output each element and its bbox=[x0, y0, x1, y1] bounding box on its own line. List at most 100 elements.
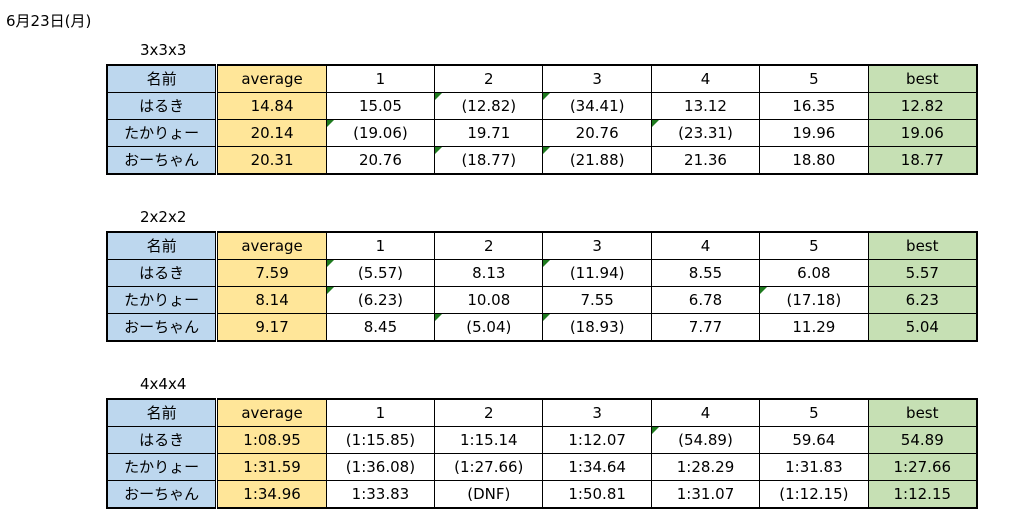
average-cell[interactable]: 1:08.95 bbox=[216, 426, 327, 454]
solve-cell[interactable]: (12.82) bbox=[434, 92, 544, 120]
solve-cell[interactable]: 20.76 bbox=[542, 119, 652, 147]
name-cell[interactable]: たかりょー bbox=[106, 453, 219, 481]
best-cell[interactable]: 1:27.66 bbox=[867, 453, 978, 481]
header-solve-cell[interactable]: 4 bbox=[650, 231, 761, 260]
solve-cell[interactable]: 1:34.64 bbox=[542, 453, 652, 481]
header-solve-cell[interactable]: 2 bbox=[434, 64, 544, 93]
header-solve-cell[interactable]: 1 bbox=[325, 64, 436, 93]
best-cell[interactable]: 54.89 bbox=[867, 426, 978, 454]
header-solve-cell[interactable]: 5 bbox=[759, 398, 869, 427]
solve-cell[interactable]: 59.64 bbox=[759, 426, 869, 454]
solve-cell[interactable]: 1:50.81 bbox=[542, 480, 652, 509]
name-cell[interactable]: おーちゃん bbox=[106, 480, 219, 509]
header-solve-cell[interactable]: 2 bbox=[434, 231, 544, 260]
solve-cell[interactable]: 6.78 bbox=[650, 286, 761, 314]
solve-cell[interactable]: (11.94) bbox=[542, 259, 652, 287]
solve-cell[interactable]: (34.41) bbox=[542, 92, 652, 120]
header-solve-cell[interactable]: 3 bbox=[542, 398, 652, 427]
header-name-cell[interactable]: 名前 bbox=[106, 64, 219, 93]
solve-cell[interactable]: 8.45 bbox=[325, 313, 436, 342]
table-row: はるき 14.84 15.05 (12.82) (34.41) 13.12 16.35 12.… bbox=[106, 92, 978, 120]
best-cell[interactable]: 5.57 bbox=[867, 259, 978, 287]
best-cell[interactable]: 12.82 bbox=[867, 92, 978, 120]
solve-cell[interactable]: (17.18) bbox=[759, 286, 869, 314]
average-cell[interactable]: 20.31 bbox=[216, 146, 327, 175]
solve-cell[interactable]: (18.77) bbox=[434, 146, 544, 175]
header-solve-cell[interactable]: 4 bbox=[650, 398, 761, 427]
solve-cell[interactable]: 13.12 bbox=[650, 92, 761, 120]
solve-cell[interactable]: 1:31.83 bbox=[759, 453, 869, 481]
best-cell[interactable]: 18.77 bbox=[867, 146, 978, 175]
best-cell[interactable]: 6.23 bbox=[867, 286, 978, 314]
best-cell[interactable]: 1:12.15 bbox=[867, 480, 978, 509]
solve-cell[interactable]: 18.80 bbox=[759, 146, 869, 175]
solve-cell[interactable]: (5.04) bbox=[434, 313, 544, 342]
name-cell[interactable]: たかりょー bbox=[106, 286, 219, 314]
solve-cell[interactable]: 7.55 bbox=[542, 286, 652, 314]
header-solve-cell[interactable]: 3 bbox=[542, 64, 652, 93]
average-cell[interactable]: 7.59 bbox=[216, 259, 327, 287]
solve-cell[interactable]: 1:31.07 bbox=[650, 480, 761, 509]
header-best-cell[interactable]: best bbox=[867, 64, 978, 93]
solve-cell[interactable]: (21.88) bbox=[542, 146, 652, 175]
solve-cell[interactable]: 6.08 bbox=[759, 259, 869, 287]
solve-cell[interactable]: (DNF) bbox=[434, 480, 544, 509]
solve-cell[interactable]: (23.31) bbox=[650, 119, 761, 147]
solve-cell[interactable]: 16.35 bbox=[759, 92, 869, 120]
solve-cell[interactable]: (54.89) bbox=[650, 426, 761, 454]
solve-cell[interactable]: 10.08 bbox=[434, 286, 544, 314]
header-solve-cell[interactable]: 5 bbox=[759, 231, 869, 260]
average-cell[interactable]: 8.14 bbox=[216, 286, 327, 314]
best-cell[interactable]: 19.06 bbox=[867, 119, 978, 147]
solve-cell[interactable]: 1:12.07 bbox=[542, 426, 652, 454]
header-average-cell[interactable]: average bbox=[216, 398, 327, 427]
solve-cell[interactable]: 19.71 bbox=[434, 119, 544, 147]
header-solve-cell[interactable]: 5 bbox=[759, 64, 869, 93]
table-header-row: 名前 average 1 2 3 4 5 best bbox=[106, 64, 978, 93]
header-name-cell[interactable]: 名前 bbox=[106, 398, 219, 427]
solve-cell[interactable]: 20.76 bbox=[325, 146, 436, 175]
solve-cell[interactable]: 21.36 bbox=[650, 146, 761, 175]
solve-cell[interactable]: (19.06) bbox=[325, 119, 436, 147]
solve-cell[interactable]: 1:15.14 bbox=[434, 426, 544, 454]
solve-cell[interactable]: (6.23) bbox=[325, 286, 436, 314]
header-best-cell[interactable]: best bbox=[867, 231, 978, 260]
header-average-cell[interactable]: average bbox=[216, 64, 327, 93]
results-table: 名前 average 1 2 3 4 5 best はるき 14.84 15.05 (12.82) (3… bbox=[106, 64, 978, 175]
name-cell[interactable]: はるき bbox=[106, 92, 219, 120]
header-solve-cell[interactable]: 1 bbox=[325, 398, 436, 427]
solve-cell[interactable]: 11.29 bbox=[759, 313, 869, 342]
average-cell[interactable]: 1:34.96 bbox=[216, 480, 327, 509]
name-cell[interactable]: おーちゃん bbox=[106, 313, 219, 342]
solve-cell[interactable]: 8.55 bbox=[650, 259, 761, 287]
header-solve-cell[interactable]: 1 bbox=[325, 231, 436, 260]
header-name-cell[interactable]: 名前 bbox=[106, 231, 219, 260]
solve-cell[interactable]: 1:33.83 bbox=[325, 480, 436, 509]
solve-cell[interactable]: 19.96 bbox=[759, 119, 869, 147]
solve-cell[interactable]: (1:15.85) bbox=[325, 426, 436, 454]
name-cell[interactable]: はるき bbox=[106, 259, 219, 287]
solve-cell[interactable]: (1:12.15) bbox=[759, 480, 869, 509]
name-cell[interactable]: おーちゃん bbox=[106, 146, 219, 175]
solve-cell[interactable]: 8.13 bbox=[434, 259, 544, 287]
table-row: たかりょー 8.14 (6.23) 10.08 7.55 6.78 (17.18) 6.23 bbox=[106, 286, 978, 314]
header-solve-cell[interactable]: 3 bbox=[542, 231, 652, 260]
header-solve-cell[interactable]: 4 bbox=[650, 64, 761, 93]
solve-cell[interactable]: (5.57) bbox=[325, 259, 436, 287]
average-cell[interactable]: 14.84 bbox=[216, 92, 327, 120]
average-cell[interactable]: 9.17 bbox=[216, 313, 327, 342]
solve-cell[interactable]: (18.93) bbox=[542, 313, 652, 342]
average-cell[interactable]: 20.14 bbox=[216, 119, 327, 147]
header-solve-cell[interactable]: 2 bbox=[434, 398, 544, 427]
solve-cell[interactable]: 1:28.29 bbox=[650, 453, 761, 481]
header-average-cell[interactable]: average bbox=[216, 231, 327, 260]
name-cell[interactable]: はるき bbox=[106, 426, 219, 454]
header-best-cell[interactable]: best bbox=[867, 398, 978, 427]
solve-cell[interactable]: 15.05 bbox=[325, 92, 436, 120]
name-cell[interactable]: たかりょー bbox=[106, 119, 219, 147]
average-cell[interactable]: 1:31.59 bbox=[216, 453, 327, 481]
solve-cell[interactable]: (1:27.66) bbox=[434, 453, 544, 481]
best-cell[interactable]: 5.04 bbox=[867, 313, 978, 342]
solve-cell[interactable]: 7.77 bbox=[650, 313, 761, 342]
solve-cell[interactable]: (1:36.08) bbox=[325, 453, 436, 481]
